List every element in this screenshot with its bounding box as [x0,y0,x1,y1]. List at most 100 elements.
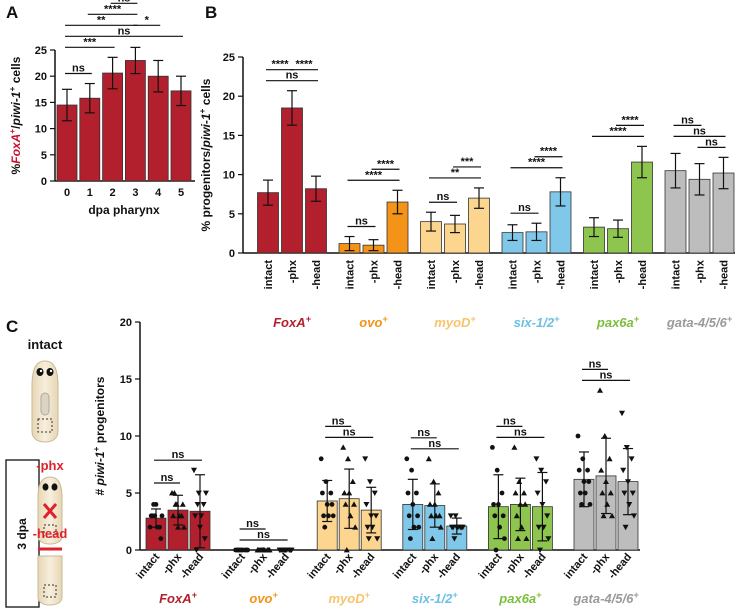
data-point [374,536,381,542]
error-bar [451,517,462,535]
data-point [493,547,499,553]
error-bar [173,494,183,526]
data-point [364,524,371,531]
y-tick-label: 25 [223,52,235,64]
data-point [181,524,187,530]
data-point [499,490,505,496]
y-axis-label: # piwi-1+ progenitors [91,376,107,495]
error-bar [368,239,379,252]
data-point [620,467,627,474]
data-point [175,524,181,530]
significance-label: ns [503,415,516,427]
x-tick-label: 4 [155,187,162,199]
significance-label: **** [365,169,383,181]
x-tick-label: intact [477,551,505,581]
error-bar [344,235,355,252]
significance-label: **** [540,146,558,158]
data-point [193,547,200,553]
y-tick-label: 5 [41,150,47,162]
y-axis-label: %FoxA+/piwi-1+ cells [7,56,23,174]
error-bar [84,82,95,114]
x-tick-label: -head [393,260,405,289]
data-point [414,490,419,496]
group-label: gata-4/5/6+ [666,314,733,330]
significance-label: **** [377,158,395,170]
error-bar [694,163,705,196]
error-bar [176,75,186,107]
x-tick-label: intact [562,551,590,581]
error-bar [429,483,440,528]
significance-label: ns [518,202,531,214]
data-point [452,513,459,519]
error-bar [311,175,321,202]
data-point [523,535,530,541]
y-tick-label: 10 [35,124,47,136]
y-axis-label: % progenitors/piwi-1+ cells [197,78,213,231]
data-point [404,456,410,462]
x-tick-label: -head [606,551,634,581]
data-point [428,512,435,519]
data-point [427,501,433,507]
x-tick-label: 5 [178,187,184,199]
panel-2: C 0 5 10 15 20 # piwi-1+ progenitors intact -phx… [6,317,640,606]
group-label: myoD+ [434,314,476,330]
x-tick-label: -phx [369,259,381,283]
data-point [245,547,251,553]
group-label: ovo+ [249,590,278,606]
panel-0: A 0 5 10 15 20 25 %FoxA+/piwi-1+ cells 0 1 2 3 4 5 dpa… [6,0,195,217]
error-bar [107,56,118,90]
y-tick-label: 20 [223,91,235,103]
data-point [459,524,466,531]
data-point [170,512,177,519]
data-point [405,490,411,496]
x-tick-label: 0 [64,187,70,199]
significance-label: *** [461,156,475,168]
data-point [158,536,164,541]
group-label: ovo+ [359,314,388,330]
data-point [201,536,208,542]
error-bar [450,214,460,234]
data-point [415,513,420,519]
data-point [416,524,422,530]
error-bar [531,222,542,242]
data-point [408,536,413,541]
y-tick-label: 15 [120,374,132,386]
significance-label: ns [693,125,706,137]
data-point [345,455,351,462]
significance-label: ns [286,70,299,82]
error-bar [426,211,436,232]
error-bar [515,477,526,532]
group-label: six-1/2+ [412,590,458,606]
panel-1: B 0 5 10 15 20 25 % progenitors/piwi-1+ cells in… [197,3,735,330]
data-point [437,524,444,530]
data-point [203,490,209,496]
data-point [191,467,197,474]
data-point [320,490,325,496]
significance-label: ns [514,426,527,438]
x-tick-label: -head [637,260,649,289]
x-tick-label: intact [426,260,438,290]
error-bar [130,46,141,75]
data-point [322,524,328,530]
significance-label: **** [104,3,122,15]
data-point [597,387,603,393]
condition-label: intact [28,337,63,352]
x-tick-label: -head [349,551,377,581]
data-point [318,456,324,462]
error-bar [637,145,647,179]
significance-label: ns [428,438,441,450]
x-tick-label: intact [391,551,419,581]
data-point [409,467,414,473]
data-point [349,478,356,484]
x-tick-label: intact [671,260,683,290]
data-point [601,433,608,439]
data-point [586,479,592,484]
significance-label: ** [97,14,106,26]
significance-label: ns [257,529,270,541]
data-point [429,535,436,541]
data-point [151,502,157,507]
data-point [179,501,186,507]
data-point [533,456,540,462]
data-point [606,455,613,462]
data-point [513,512,520,519]
